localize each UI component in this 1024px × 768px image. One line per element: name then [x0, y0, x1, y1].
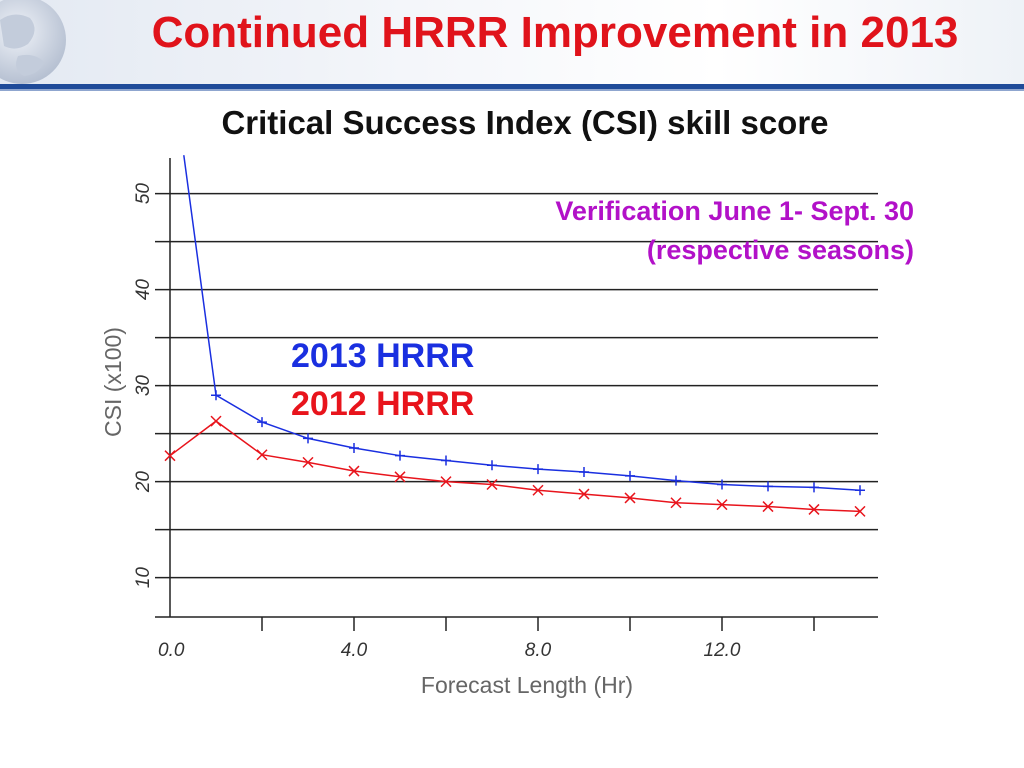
data-point: [164, 450, 176, 462]
data-point: [303, 433, 313, 444]
legend-entry-2013: 2013 HRRR: [291, 337, 475, 375]
data-point: [256, 449, 268, 461]
data-point: [579, 467, 589, 477]
x-axis-label: Forecast Length (Hr): [421, 672, 633, 698]
x-tick-label: 4.0: [341, 640, 368, 661]
y-tick-label: 10: [133, 567, 154, 589]
data-point: [348, 465, 360, 477]
season-note: (respective seasons): [646, 235, 914, 265]
axes: [155, 158, 878, 631]
data-point: [211, 390, 221, 401]
x-tick-label: 12.0: [704, 640, 741, 661]
legend-entry-2012: 2012 HRRR: [291, 385, 475, 423]
data-point: [257, 417, 267, 428]
series-lines: [164, 155, 866, 517]
data-point: [441, 455, 451, 466]
data-point: [855, 485, 865, 496]
data-point: [578, 488, 590, 500]
series-line-2012: [169, 420, 861, 513]
y-tick-label: 40: [133, 279, 154, 301]
y-axis-label: CSI (x100): [100, 327, 126, 437]
tick-labels: 0.0 4.0 8.0 12.0 10 20 30 40 50: [133, 183, 741, 661]
grid-lines: [155, 192, 878, 579]
data-point: [716, 499, 728, 511]
header-rule-thin: [0, 89, 1024, 91]
slide-title: Continued HRRR Improvement in 2013: [151, 8, 959, 57]
x-tick-label: 0.0: [158, 640, 185, 661]
data-point: [349, 443, 359, 453]
data-point: [486, 478, 498, 491]
data-point: [854, 505, 866, 517]
data-point: [302, 456, 314, 468]
data-point: [670, 497, 682, 509]
data-point: [624, 492, 636, 504]
data-point: [210, 415, 222, 427]
data-point: [394, 471, 406, 483]
y-tick-label: 20: [133, 471, 154, 494]
data-point: [395, 450, 405, 461]
data-point: [763, 481, 773, 492]
slide-header: [0, 0, 1024, 85]
chart-title: Critical Success Index (CSI) skill score: [221, 104, 829, 141]
data-point: [533, 464, 543, 475]
y-tick-label: 50: [133, 183, 154, 205]
data-point: [532, 484, 544, 496]
data-point: [717, 479, 727, 490]
data-point: [671, 475, 681, 486]
data-point: [809, 482, 819, 493]
data-point: [487, 460, 497, 471]
series-line-2013: [183, 155, 861, 491]
data-point: [762, 501, 774, 513]
verification-note: Verification June 1- Sept. 30: [555, 196, 914, 226]
data-point: [625, 470, 635, 481]
y-tick-label: 30: [133, 375, 154, 397]
data-point: [808, 503, 820, 515]
x-tick-label: 8.0: [525, 640, 552, 661]
data-point: [440, 476, 452, 488]
header-rule: [0, 84, 1024, 89]
globe-logo-icon: [0, 0, 66, 84]
